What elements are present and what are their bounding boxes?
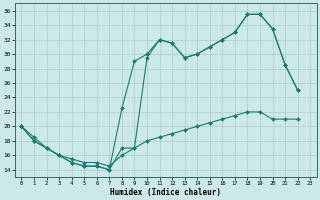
X-axis label: Humidex (Indice chaleur): Humidex (Indice chaleur) — [110, 188, 221, 197]
